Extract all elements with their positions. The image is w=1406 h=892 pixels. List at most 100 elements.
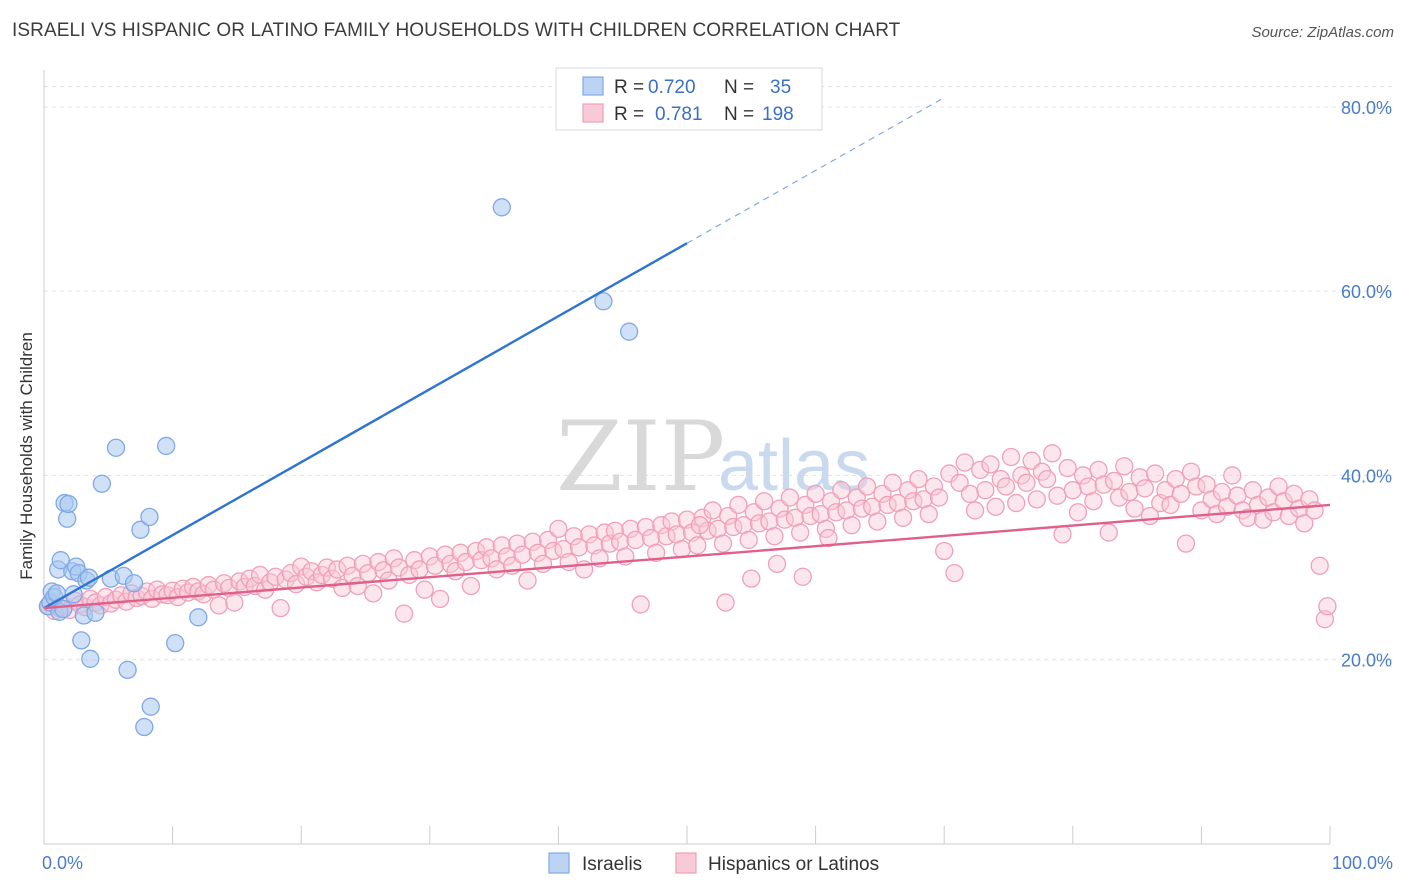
- hispanic-point-102: [564, 527, 583, 546]
- hispanic-point-123: [672, 539, 692, 559]
- hispanic-point-210: [1120, 482, 1139, 502]
- hispanic-point-115: [631, 595, 650, 614]
- israeli-point-4: [47, 584, 67, 603]
- hispanic-point-221: [1176, 534, 1196, 553]
- hispanic-point-131: [713, 534, 733, 553]
- hispanic-point-76: [430, 589, 450, 609]
- hispanic-point-198: [1058, 458, 1077, 478]
- hispanic-point-199: [1063, 481, 1082, 500]
- hispanic-point-83: [466, 541, 486, 561]
- hispanic-point-207: [1104, 471, 1124, 491]
- hispanic-point-68: [389, 558, 409, 577]
- hispanic-point-195: [1043, 444, 1062, 463]
- stats-r-value-1: 0.781: [655, 104, 703, 125]
- hispanic-point-178: [955, 453, 974, 472]
- hispanic-point-249: [1318, 597, 1337, 616]
- israeli-point-27: [124, 574, 144, 593]
- hispanic-point-180: [965, 501, 985, 520]
- hispanic-point-159: [857, 477, 877, 496]
- tick-labels: 20.0% 40.0% 60.0% 80.0% 0.0% 100.0%: [42, 98, 1393, 873]
- stats-r-label-1: R =: [614, 104, 644, 125]
- hispanic-point-172: [924, 477, 944, 496]
- hispanic-point-45: [271, 598, 290, 618]
- hispanic-point-71: [405, 551, 424, 570]
- hispanic-point-188: [1007, 493, 1026, 513]
- hispanic-point-209: [1115, 457, 1134, 476]
- israeli-point-34: [189, 608, 208, 627]
- legend-swatch-israelis: [548, 852, 570, 874]
- hispanic-point-134: [729, 495, 748, 515]
- hispanic-point-156: [842, 516, 861, 535]
- hispanic-point-194: [1037, 469, 1057, 489]
- hispanic-point-105: [580, 525, 599, 544]
- hispanic-point-77: [436, 545, 455, 564]
- israeli-points: [38, 198, 639, 737]
- hispanic-point-73: [415, 580, 434, 599]
- hispanic-point-182: [976, 481, 995, 500]
- source-label: Source: ZipAtlas.com: [1251, 24, 1394, 41]
- hispanic-point-203: [1084, 492, 1103, 511]
- hispanic-point-55: [322, 569, 342, 588]
- stats-n-label-0: N =: [724, 77, 754, 98]
- hispanic-point-136: [739, 530, 758, 550]
- hispanic-point-181: [971, 460, 990, 480]
- hispanic-point-50: [297, 567, 316, 586]
- hispanic-point-252: [742, 569, 761, 588]
- hispanic-point-208: [1109, 488, 1129, 507]
- hispanic-point-114: [626, 530, 645, 550]
- hispanic-point-187: [1001, 447, 1021, 467]
- hispanic-point-166: [893, 508, 913, 527]
- y-tick-label-80: 80.0%: [1341, 98, 1392, 118]
- israeli-point-37: [619, 322, 639, 341]
- hispanic-point-93: [518, 571, 537, 590]
- hispanic-point-196: [1048, 486, 1067, 505]
- hispanic-point-245: [1300, 490, 1319, 509]
- hispanic-point-215: [1145, 464, 1165, 483]
- hispanic-point-174: [935, 541, 954, 561]
- stats-r-value-0: 0.720: [648, 77, 696, 98]
- hispanic-point-44: [266, 567, 285, 586]
- israeli-point-24: [106, 438, 126, 457]
- legend-label-israelis: Israelis: [582, 854, 642, 875]
- israeli-trend-extension: [686, 97, 945, 244]
- y-axis-title: Family Households with Children: [17, 332, 36, 580]
- hispanic-point-88: [492, 536, 511, 555]
- hispanic-point-175: [940, 464, 959, 483]
- hispanic-point-61: [353, 554, 373, 574]
- israeli-point-31: [141, 697, 160, 716]
- hispanic-point-74: [420, 547, 439, 566]
- stats-n-value-0: 35: [770, 77, 791, 98]
- hispanic-point-58: [338, 556, 357, 575]
- hispanic-point-244: [1295, 514, 1314, 533]
- hispanic-point-179: [960, 484, 980, 504]
- hispanic-point-197: [1053, 525, 1072, 544]
- hispanic-point-33: [209, 596, 229, 615]
- y-tick-label-20: 20.0%: [1341, 651, 1392, 671]
- axes: [43, 70, 1331, 845]
- hispanic-point-144: [780, 488, 800, 507]
- stats-swatch-hispanics: [582, 103, 604, 123]
- hispanic-point-56: [328, 560, 347, 579]
- hispanic-point-69: [394, 604, 414, 623]
- y-tick-label-60: 60.0%: [1341, 282, 1392, 302]
- hispanic-point-118: [646, 543, 666, 562]
- hispanic-point-169: [909, 469, 928, 489]
- israeli-point-35: [492, 198, 511, 217]
- y-tick-label-40: 40.0%: [1341, 466, 1392, 486]
- hispanic-point-173: [929, 488, 949, 507]
- hispanic-trend-line: [43, 503, 1331, 610]
- hispanic-point-85: [477, 538, 496, 557]
- hispanic-point-119: [652, 516, 671, 535]
- hispanic-point-233: [1238, 508, 1257, 527]
- israeli-point-16: [72, 631, 91, 650]
- stats-r-label-0: R =: [614, 77, 644, 98]
- x-tick-label-end: 100.0%: [1332, 853, 1393, 873]
- trend-lines: [43, 97, 1331, 610]
- hispanic-point-141: [765, 527, 784, 546]
- legend: Israelis Hispanics or Latinos: [548, 852, 879, 875]
- hispanic-point-206: [1099, 523, 1118, 542]
- hispanic-point-51: [302, 562, 321, 581]
- hispanic-point-154: [832, 481, 851, 500]
- hispanic-point-183: [981, 455, 1000, 474]
- hispanic-point-103: [569, 538, 589, 557]
